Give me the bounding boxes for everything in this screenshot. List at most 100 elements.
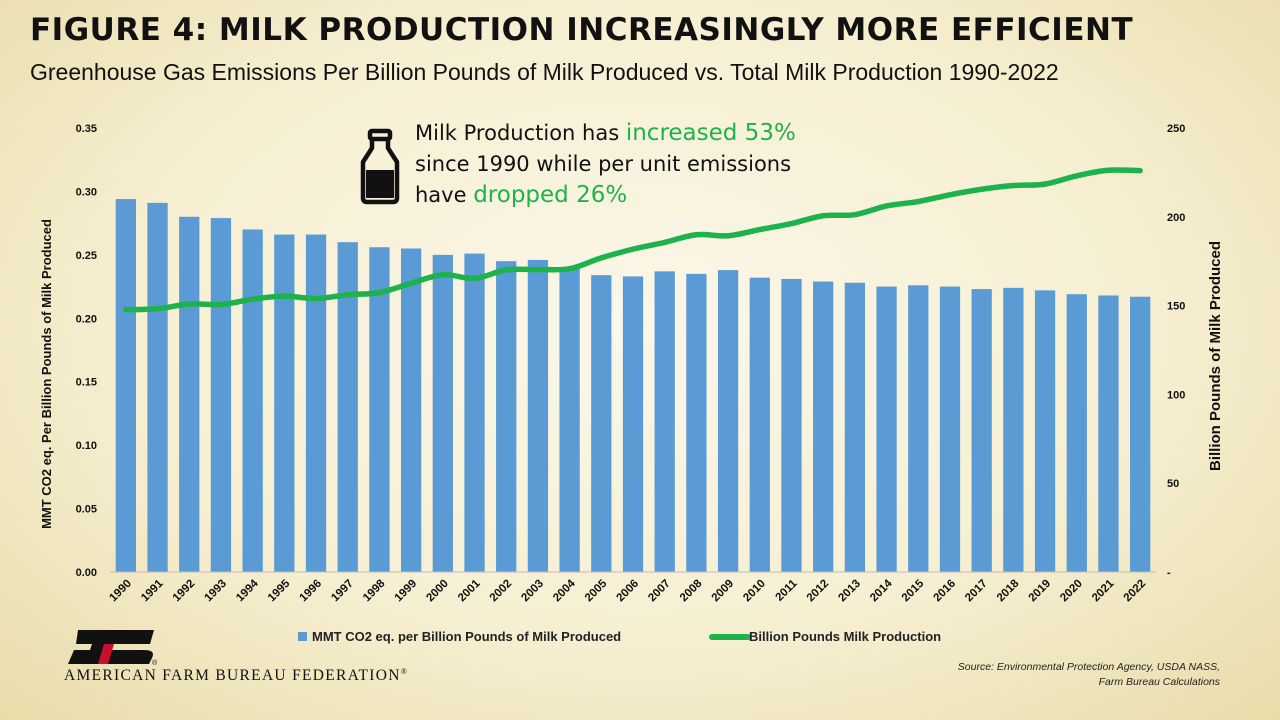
production-line bbox=[123, 167, 1143, 313]
callout-highlight-decrease: dropped 26% bbox=[473, 182, 628, 208]
bar-2020 bbox=[1066, 294, 1087, 572]
bar-2000 bbox=[432, 254, 453, 572]
right-axis-label: Billion Pounds of Milk Produced bbox=[1207, 241, 1224, 471]
legend: MMT CO2 eq. per Billion Pounds of Milk P… bbox=[298, 629, 941, 644]
bar-2003 bbox=[527, 259, 549, 572]
organization-name: AMERICAN FARM BUREAU FEDERATION® bbox=[64, 667, 408, 685]
callout-highlight-increase: increased 53% bbox=[625, 120, 796, 146]
bar-1997 bbox=[337, 242, 358, 572]
bar-2012 bbox=[813, 281, 834, 572]
bar-2022 bbox=[1130, 296, 1151, 572]
callout-line-2: since 1990 while per unit emissions bbox=[415, 152, 792, 176]
bar-2021 bbox=[1098, 295, 1119, 572]
bar-1990 bbox=[115, 199, 136, 573]
x-tick-label: 2021 bbox=[1090, 577, 1117, 604]
organization-name-text: AMERICAN FARM BUREAU FEDERATION bbox=[64, 667, 401, 685]
bar-2015 bbox=[908, 285, 929, 572]
bar-1996 bbox=[305, 234, 327, 572]
callout-text-3: have bbox=[415, 183, 474, 207]
left-tick-label: 0.35 bbox=[76, 123, 97, 135]
bar-2010 bbox=[749, 277, 770, 572]
x-tick-label: 2000 bbox=[424, 578, 451, 605]
x-tick-label: 1994 bbox=[234, 577, 261, 604]
x-tick-label: 2015 bbox=[900, 577, 927, 604]
x-tick-label: 1990 bbox=[107, 578, 134, 605]
source-line-1: Source: Environmental Protection Agency,… bbox=[957, 661, 1220, 673]
right-tick-label: 250 bbox=[1167, 123, 1185, 135]
bar-1993 bbox=[210, 218, 232, 572]
x-tick-label: 2019 bbox=[1027, 578, 1054, 605]
source-note: Source: Environmental Protection Agency,… bbox=[840, 660, 1220, 690]
x-tick-label: 2005 bbox=[583, 577, 610, 604]
x-tick-label: 2004 bbox=[551, 577, 578, 604]
bar-2014 bbox=[876, 286, 897, 572]
right-tick-label: 150 bbox=[1167, 301, 1185, 313]
x-tick-label: 2008 bbox=[678, 577, 705, 604]
callout-line-3: have dropped 26% bbox=[415, 180, 835, 211]
left-tick-label: 0.10 bbox=[76, 440, 97, 452]
bar-1992 bbox=[179, 216, 200, 573]
x-tick-label: 2013 bbox=[836, 578, 863, 605]
x-tick-label: 2009 bbox=[710, 578, 737, 605]
left-tick-label: 0.00 bbox=[76, 567, 97, 579]
legend-label-production: Billion Pounds Milk Production bbox=[749, 629, 941, 644]
x-tick-label: 1992 bbox=[171, 578, 198, 605]
bar-2001 bbox=[464, 253, 485, 573]
svg-text:®: ® bbox=[152, 659, 158, 666]
chart-title: FIGURE 4: MILK PRODUCTION INCREASINGLY M… bbox=[30, 12, 1134, 48]
callout-box: Milk Production has increased 53% since … bbox=[415, 118, 835, 211]
x-tick-label: 1997 bbox=[329, 578, 356, 605]
bar-2006 bbox=[622, 276, 644, 572]
bar-2009 bbox=[717, 270, 739, 572]
line-series bbox=[123, 167, 1143, 313]
x-tick-label: 2014 bbox=[868, 577, 895, 604]
x-tick-label: 2020 bbox=[1058, 578, 1085, 605]
bar-1994 bbox=[242, 229, 263, 572]
left-axis-label: MMT CO2 eq. Per Billion Pounds of Milk P… bbox=[39, 219, 54, 529]
milk-bottle-icon bbox=[360, 128, 400, 205]
right-tick-label: 100 bbox=[1167, 389, 1185, 401]
bar-2008 bbox=[686, 273, 707, 572]
bar-2002 bbox=[496, 261, 517, 572]
x-tick-label: 1999 bbox=[393, 578, 420, 605]
left-tick-label: 0.15 bbox=[76, 377, 97, 389]
bar-2004 bbox=[559, 267, 580, 572]
bar-2013 bbox=[844, 282, 866, 572]
bar-2019 bbox=[1034, 290, 1056, 572]
source-line-2: Farm Bureau Calculations bbox=[1098, 676, 1220, 688]
x-tick-label: 2002 bbox=[488, 578, 515, 605]
x-tick-label: 2010 bbox=[741, 578, 768, 605]
chart-subtitle: Greenhouse Gas Emissions Per Billion Pou… bbox=[30, 59, 1059, 85]
right-tick-label: 50 bbox=[1167, 478, 1179, 490]
bar-2017 bbox=[971, 289, 992, 572]
farm-bureau-logo: ® bbox=[68, 630, 158, 666]
right-tick-label: - bbox=[1167, 567, 1171, 579]
x-tick-label: 2003 bbox=[519, 578, 546, 605]
bar-series bbox=[115, 199, 1151, 573]
x-tick-label: 2017 bbox=[963, 578, 990, 605]
x-tick-label: 1995 bbox=[266, 577, 293, 604]
x-tick-label: 2022 bbox=[1122, 578, 1149, 605]
x-tick-label: 2012 bbox=[805, 578, 832, 605]
callout-line-1: Milk Production has increased 53% bbox=[415, 118, 835, 149]
bar-2016 bbox=[939, 286, 961, 572]
bar-2007 bbox=[654, 271, 675, 572]
right-axis-ticks: - 50 100 150 200 250 bbox=[1167, 123, 1185, 579]
left-tick-label: 0.20 bbox=[76, 313, 97, 325]
x-axis-ticks: 1990 1991 1992 1993 1994 1995 1996 1997 1998 1999… bbox=[107, 577, 1148, 604]
callout-text-1: Milk Production has bbox=[415, 121, 626, 145]
x-tick-label: 2011 bbox=[773, 577, 800, 604]
left-tick-label: 0.05 bbox=[76, 504, 97, 516]
chart-canvas: 0.00 0.05 0.10 0.15 0.20 0.25 0.30 0.35 - 50 100 1… bbox=[39, 123, 1224, 644]
bar-1991 bbox=[147, 202, 168, 573]
x-tick-label: 2018 bbox=[995, 577, 1022, 604]
x-tick-label: 1991 bbox=[139, 577, 166, 604]
bar-2018 bbox=[1003, 287, 1024, 572]
registered-mark: ® bbox=[400, 667, 409, 676]
legend-swatch-emissions bbox=[298, 632, 307, 641]
x-tick-label: 2006 bbox=[615, 578, 642, 605]
x-tick-label: 2007 bbox=[646, 578, 673, 605]
legend-label-emissions: MMT CO2 eq. per Billion Pounds of Milk P… bbox=[312, 629, 621, 644]
left-axis-ticks: 0.00 0.05 0.10 0.15 0.20 0.25 0.30 0.35 bbox=[76, 123, 97, 579]
right-tick-label: 200 bbox=[1167, 212, 1185, 224]
